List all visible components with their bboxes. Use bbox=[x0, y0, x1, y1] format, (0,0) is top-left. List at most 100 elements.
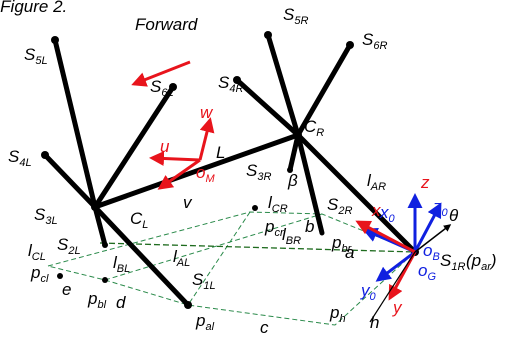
l-al-line bbox=[100, 243, 415, 252]
label-text: θ bbox=[449, 206, 459, 225]
label: pcl bbox=[30, 263, 49, 285]
label-text: z bbox=[420, 173, 430, 192]
label: CL bbox=[130, 209, 148, 231]
label: w bbox=[200, 103, 214, 122]
label-text: h bbox=[370, 313, 379, 332]
label: x0 bbox=[379, 203, 396, 225]
label: S5R bbox=[283, 5, 308, 27]
label-text: x bbox=[379, 203, 389, 222]
label-text: o bbox=[418, 261, 427, 280]
label: S5L bbox=[24, 45, 48, 67]
label-text: (p bbox=[466, 251, 481, 270]
label-sub: 6L bbox=[161, 87, 173, 99]
label: S2L bbox=[57, 235, 81, 257]
label-sub: M bbox=[205, 173, 215, 185]
label-sub: 4L bbox=[19, 157, 31, 169]
label-sub: cr bbox=[274, 227, 285, 239]
label-sub: 6R bbox=[373, 40, 387, 52]
label-text: S bbox=[150, 77, 162, 96]
label: lAR bbox=[367, 171, 386, 193]
label-sub: B bbox=[432, 251, 439, 263]
label: oG bbox=[418, 261, 436, 283]
label-sub: BL bbox=[117, 263, 130, 275]
label-sub: BR bbox=[286, 235, 301, 247]
frames bbox=[134, 62, 450, 322]
label-text: p bbox=[331, 233, 341, 252]
label-sub: 1L bbox=[203, 280, 215, 292]
label-text: C bbox=[304, 117, 317, 136]
label-tail: ) bbox=[489, 251, 497, 270]
label: S6L bbox=[150, 77, 174, 99]
label-sub: 0 bbox=[389, 213, 396, 225]
label-text: c bbox=[260, 318, 269, 337]
label-text: p bbox=[87, 289, 97, 308]
label-sub: al bbox=[205, 321, 214, 333]
label: S1L bbox=[192, 270, 216, 292]
label: u bbox=[160, 137, 170, 156]
label-text: a bbox=[345, 243, 354, 262]
label: lAL bbox=[173, 247, 190, 269]
label: S3R bbox=[246, 161, 271, 183]
label-sub: L bbox=[142, 219, 148, 231]
label-sub: 0 bbox=[442, 207, 449, 219]
label-text: C bbox=[130, 209, 143, 228]
label: d bbox=[116, 293, 126, 312]
label-text: S bbox=[218, 73, 230, 92]
label-sub: AL bbox=[176, 257, 190, 269]
label: e bbox=[62, 280, 71, 299]
label-text: d bbox=[116, 293, 126, 312]
label: S6R bbox=[362, 30, 387, 52]
label: S2R bbox=[327, 195, 352, 217]
label-sub: R bbox=[316, 127, 324, 139]
label: lBL bbox=[113, 253, 130, 275]
label-sub: bl bbox=[97, 299, 106, 311]
label-sub: 2L bbox=[67, 245, 80, 257]
label-text: S bbox=[192, 270, 204, 289]
label: (par) bbox=[466, 251, 497, 273]
label-text: y bbox=[392, 298, 403, 317]
label-sub: 1R bbox=[451, 261, 465, 273]
label: z0 bbox=[432, 197, 449, 219]
label-text: S bbox=[283, 5, 295, 24]
label: pcr bbox=[264, 217, 285, 239]
header-text: n Figure 2. bbox=[0, 0, 67, 16]
label-text: e bbox=[62, 280, 71, 299]
label-text: b bbox=[305, 217, 314, 236]
label-text: p bbox=[195, 311, 205, 330]
label-sub: 2R bbox=[337, 205, 352, 217]
label-text: p bbox=[329, 303, 339, 322]
label: ph bbox=[329, 303, 346, 325]
label-sub: 5R bbox=[294, 15, 308, 27]
label: θ bbox=[449, 206, 459, 225]
label: CR bbox=[304, 117, 324, 139]
label-text: S bbox=[440, 251, 452, 270]
label: y bbox=[392, 298, 403, 317]
label: S4R bbox=[218, 73, 243, 95]
label-text: w bbox=[200, 103, 214, 122]
label-sub: AR bbox=[370, 181, 386, 193]
label-sub: 3L bbox=[45, 215, 57, 227]
label-sub: 4R bbox=[229, 83, 243, 95]
label-sub: CR bbox=[272, 203, 288, 215]
label-sub: 3R bbox=[257, 171, 271, 183]
label-text: Forward bbox=[135, 15, 198, 34]
label-text: S bbox=[34, 205, 46, 224]
label: y0 bbox=[360, 281, 377, 303]
label-sub: 5L bbox=[35, 55, 47, 67]
label: z bbox=[420, 173, 430, 192]
label: h bbox=[370, 313, 379, 332]
label: pbl bbox=[87, 289, 107, 311]
figure: n Figure 2. ForwardS5RS6RS5LS6LS4RCRwuLo… bbox=[0, 0, 518, 351]
label: b bbox=[305, 217, 314, 236]
label-text: z bbox=[432, 197, 442, 216]
label-text: v bbox=[183, 193, 193, 212]
label: lCR bbox=[268, 193, 288, 215]
label-text: β bbox=[287, 171, 298, 190]
label-text: S bbox=[327, 195, 339, 214]
label-text: S bbox=[57, 235, 69, 254]
label-sub: CL bbox=[32, 251, 46, 263]
label-text: o bbox=[196, 163, 205, 182]
label: lBR bbox=[282, 225, 301, 247]
robot-legs bbox=[45, 35, 415, 305]
label-text: u bbox=[160, 137, 170, 156]
